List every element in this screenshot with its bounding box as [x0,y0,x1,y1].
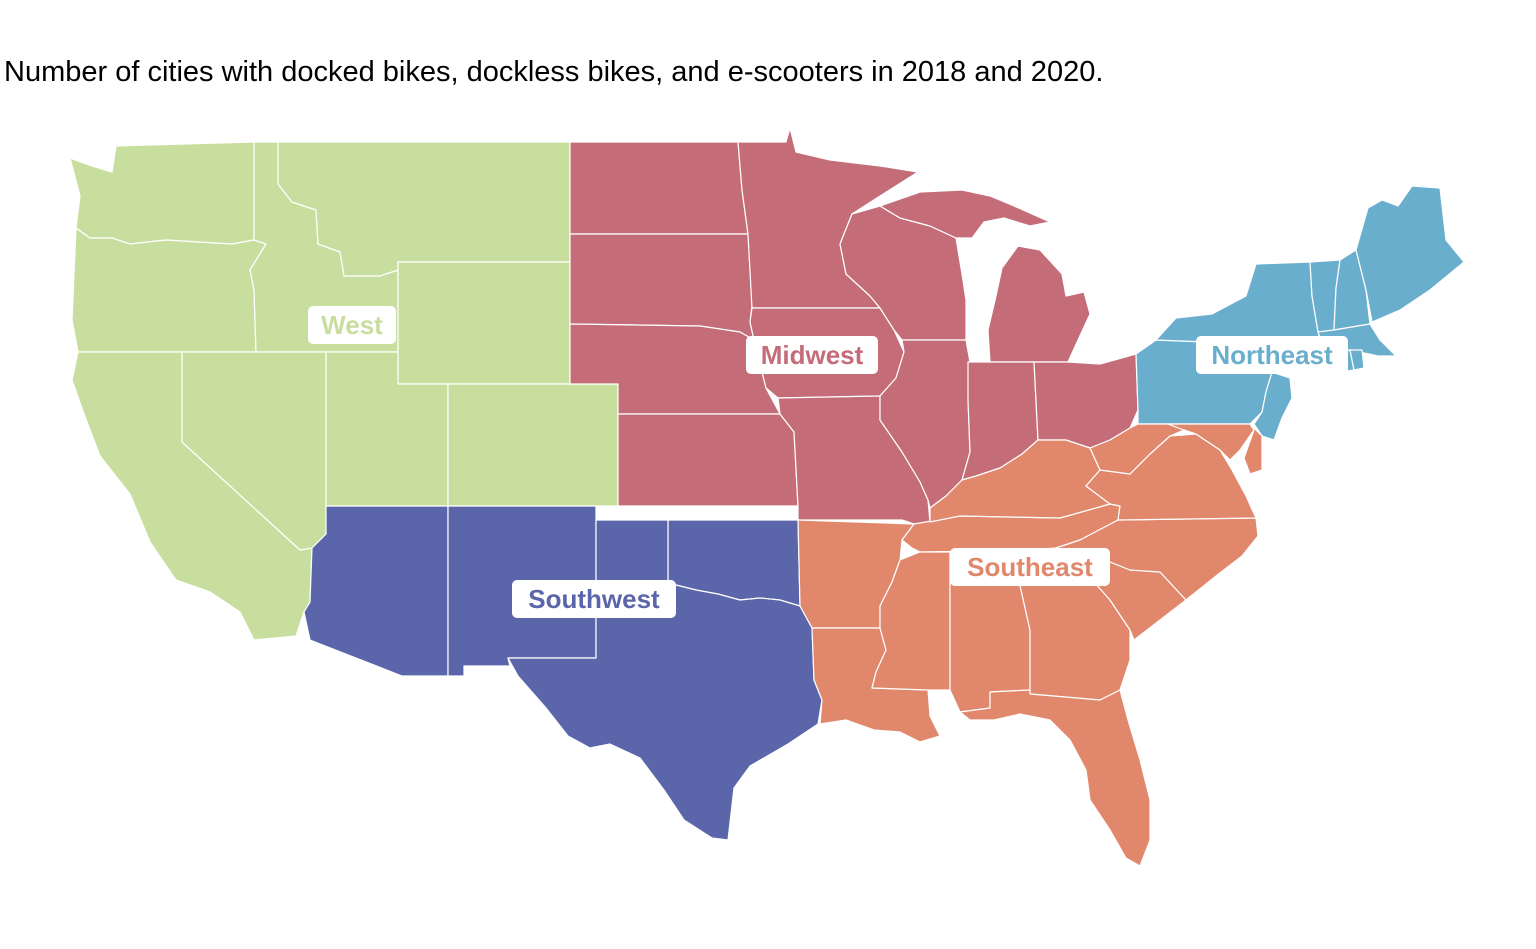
state-maine [1355,185,1465,323]
state-texas [507,519,823,841]
state-new-jersey [1253,371,1293,441]
state-kansas [617,413,799,507]
state-north-dakota [569,141,749,235]
label-northeast-text: Northeast [1211,340,1333,370]
state-washington [69,141,255,245]
label-west-text: West [321,310,383,340]
label-west: West [308,306,396,344]
map-title: Number of cities with docked bikes, dock… [4,56,1104,88]
label-southeast-text: Southeast [967,552,1093,582]
state-arizona [303,505,449,677]
state-rhode-island [1349,349,1365,371]
state-oregon [71,227,267,353]
region-west [69,141,619,641]
label-northeast: Northeast [1196,336,1348,374]
label-midwest: Midwest [746,336,878,374]
label-southwest-text: Southwest [528,584,660,614]
label-midwest-text: Midwest [761,340,864,370]
state-nebraska [569,323,781,415]
state-michigan-upper [879,189,1051,239]
state-florida [959,689,1151,867]
region-midwest [569,127,1139,525]
state-michigan-lower [987,245,1091,363]
label-southwest: Southwest [512,580,676,618]
label-southeast: Southeast [950,548,1110,586]
region-northeast [1135,185,1465,441]
region-southwest [303,505,823,841]
state-colorado [447,383,619,507]
state-kentucky [929,439,1111,523]
state-delaware [1243,423,1263,475]
state-mississippi [871,551,951,691]
state-wyoming [397,261,571,385]
